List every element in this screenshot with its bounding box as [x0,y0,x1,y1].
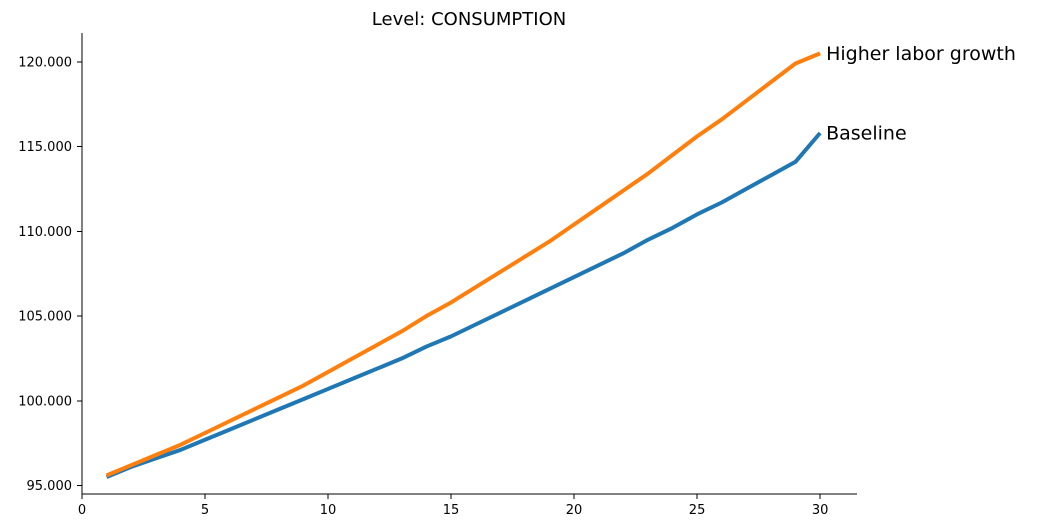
chart-title: Level: CONSUMPTION [372,9,566,30]
plot-lines [105,51,822,479]
x-tick-label-0: 0 [78,503,86,518]
x-tick-label-2: 10 [320,503,337,518]
series-labels: Baseline Higher labor growth [826,43,1016,145]
y-tick-label-0: 95.000 [27,479,73,494]
series-label-1: Higher labor growth [826,43,1016,65]
x-tick-label-5: 25 [689,503,706,518]
y-tick-label-4: 115.000 [18,140,72,155]
x-axis-ticks: 0 5 10 15 20 25 30 [78,494,829,518]
y-axis-ticks: 95.000 100.000 105.000 110.000 115.000 120.00… [18,55,82,494]
x-tick-label-1: 5 [201,503,209,518]
y-tick-label-1: 100.000 [18,394,72,409]
series-label-0: Baseline [826,123,907,145]
y-tick-label-2: 105.000 [18,310,72,325]
y-tick-label-5: 120.000 [18,55,72,70]
x-tick-label-3: 15 [443,503,460,518]
series-line-0 [105,131,822,479]
x-tick-label-4: 20 [566,503,583,518]
series-line-1 [105,51,821,478]
y-tick-label-3: 110.000 [18,225,72,240]
x-tick-label-6: 30 [812,503,829,518]
